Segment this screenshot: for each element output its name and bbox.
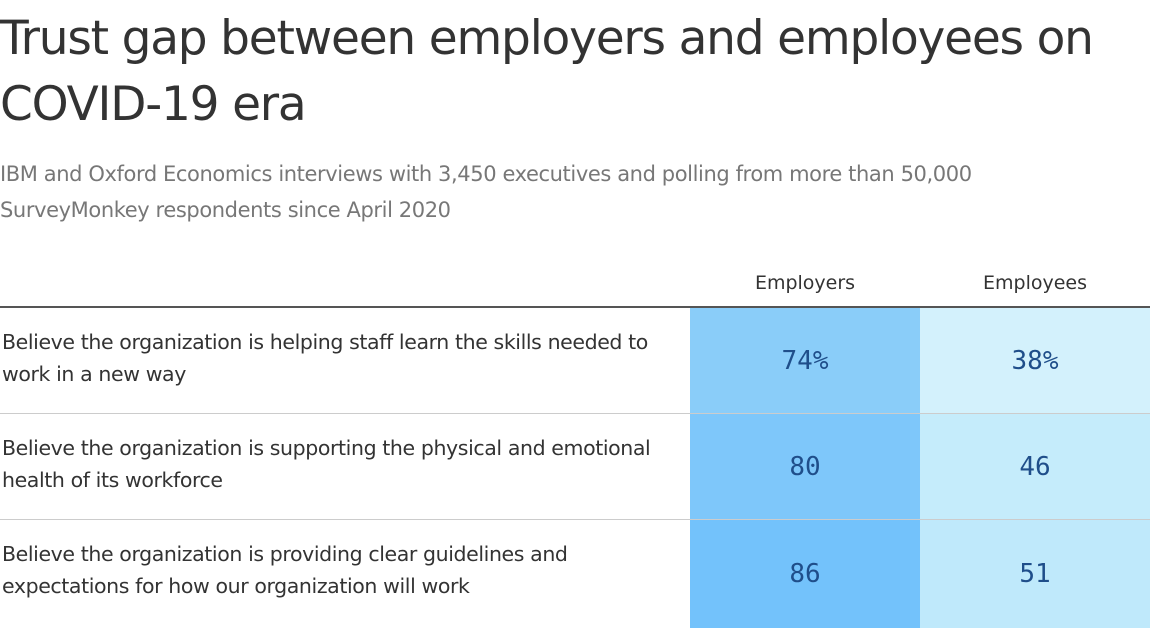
column-header-employees: Employees — [983, 272, 1087, 294]
employers-value-cell: 80 — [690, 414, 920, 519]
table-header: Employers Employees — [0, 264, 1150, 308]
column-header-employers: Employers — [754, 272, 856, 294]
chart-title: Trust gap between employers and employee… — [0, 11, 1094, 132]
table-row: Believe the organization is supporting t… — [0, 414, 1150, 520]
employees-value-cell: 46 — [920, 414, 1150, 519]
employers-value-cell: 86 — [690, 520, 920, 628]
table-row: Believe the organization is providing cl… — [0, 520, 1150, 628]
employees-value-cell: 38% — [920, 308, 1150, 413]
chart-subtitle: IBM and Oxford Economics interviews with… — [0, 162, 972, 222]
employees-value-cell: 51 — [920, 520, 1150, 628]
row-label: Believe the organization is supporting t… — [2, 436, 651, 492]
data-table: Employers Employees Believe the organiza… — [0, 264, 1150, 628]
table-row: Believe the organization is helping staf… — [0, 308, 1150, 414]
employers-value-cell: 74% — [690, 308, 920, 413]
row-label: Believe the organization is providing cl… — [2, 542, 568, 598]
row-label: Believe the organization is helping staf… — [2, 330, 648, 386]
